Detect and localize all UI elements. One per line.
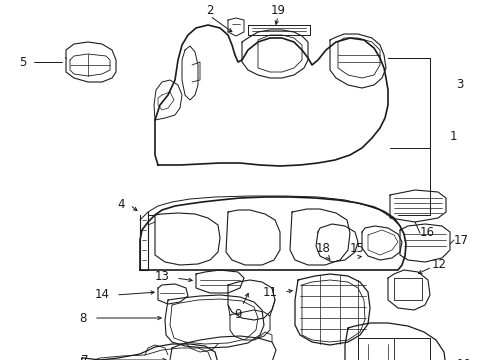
Text: 13: 13 <box>155 270 170 283</box>
Text: 8: 8 <box>80 311 87 324</box>
Text: 10: 10 <box>456 359 471 360</box>
Text: 18: 18 <box>315 242 330 255</box>
Text: 14: 14 <box>95 288 110 302</box>
Text: 3: 3 <box>455 78 463 91</box>
Text: 15: 15 <box>349 242 364 255</box>
Text: 5: 5 <box>19 55 26 68</box>
Text: 11: 11 <box>263 285 278 298</box>
Text: 2: 2 <box>206 4 213 17</box>
Text: 12: 12 <box>431 258 446 271</box>
Text: 19: 19 <box>270 4 285 17</box>
Text: 17: 17 <box>453 234 468 247</box>
Text: 9: 9 <box>234 308 241 321</box>
Text: 1: 1 <box>449 130 457 143</box>
Text: 16: 16 <box>419 226 434 239</box>
Text: 4: 4 <box>117 198 125 211</box>
Text: 7: 7 <box>81 354 88 360</box>
